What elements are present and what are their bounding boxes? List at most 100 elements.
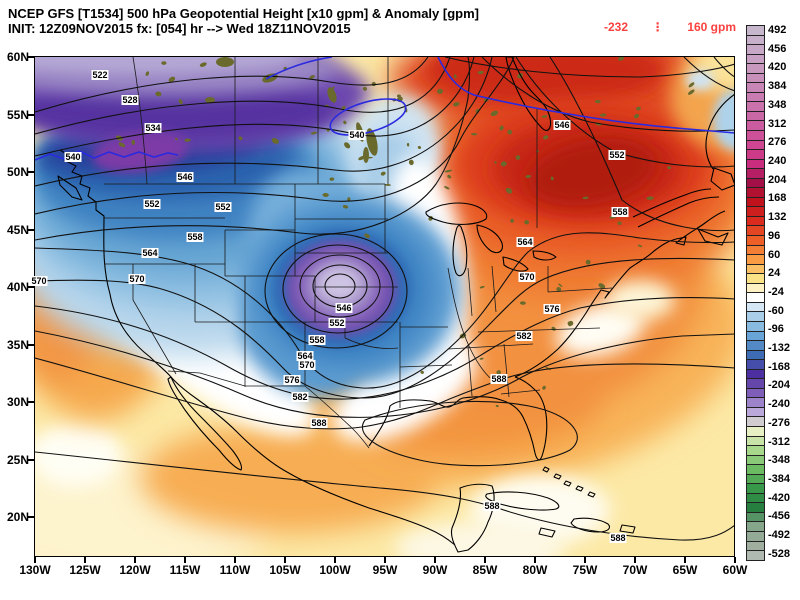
x-tick-mark <box>534 557 536 563</box>
terrain-speck <box>309 75 315 79</box>
colorbar-tick-label: -456 <box>768 510 791 523</box>
map-svg <box>35 57 735 557</box>
y-tick-mark <box>28 113 34 116</box>
colorbar-segment <box>747 178 764 189</box>
terrain-speck <box>687 89 695 95</box>
x-tick-mark <box>334 557 336 563</box>
terrain-speck <box>494 161 497 164</box>
colorbar-segment <box>747 274 764 284</box>
terrain-speck <box>688 82 695 88</box>
y-tick-mark <box>28 228 34 231</box>
colorbar-tick-label: -492 <box>768 529 791 542</box>
colorbar-tick-label: -240 <box>768 398 791 411</box>
colorbar-segment <box>747 92 764 103</box>
contour-value-label: 576 <box>543 304 561 314</box>
y-tick-mark <box>28 56 34 58</box>
x-tick-mark <box>284 557 286 563</box>
colorbar-tick-label: 96 <box>768 229 781 242</box>
colorbar-segment <box>747 255 764 265</box>
colorbar-segment <box>747 541 764 552</box>
terrain-speck <box>542 385 546 390</box>
y-tick-label: 45N <box>6 222 29 237</box>
colorbar-segment <box>747 426 764 437</box>
colorbar-segment <box>747 350 764 361</box>
x-tick-label: 100W <box>319 563 351 577</box>
colorbar-tick-label: 456 <box>768 42 787 55</box>
contour-value-label: 546 <box>176 172 194 182</box>
terrain-speck <box>636 106 641 111</box>
colorbar-tick-label: -60 <box>768 304 784 317</box>
terrain-speck <box>598 283 606 289</box>
colorbar-segment <box>747 159 764 170</box>
colorbar-segment <box>747 484 764 494</box>
terrain-speck <box>558 283 563 288</box>
y-tick-label: 35N <box>6 337 29 352</box>
geography-borders <box>104 57 613 449</box>
contour-value-label: 558 <box>611 207 629 217</box>
x-tick-mark <box>634 557 636 563</box>
colorbar-segment <box>747 407 764 418</box>
colorbar-tick-label: -528 <box>768 547 791 560</box>
x-tick-mark <box>34 557 36 563</box>
x-tick-label: 60W <box>722 563 748 577</box>
terrain-speck <box>447 174 452 179</box>
colorbar-segment <box>747 331 764 342</box>
colorbar-tick-label: 492 <box>768 24 787 36</box>
colorbar-tick-label: -312 <box>768 435 791 448</box>
contour-value-label: 540 <box>64 152 82 162</box>
colorbar-tick-label: 204 <box>768 173 787 186</box>
terrain-speck <box>507 129 513 135</box>
colorbar-segment <box>747 474 764 485</box>
contour-value-label: 582 <box>515 331 533 341</box>
terrain-speck <box>582 196 589 200</box>
x-tick-mark <box>84 557 86 563</box>
terrain-speck <box>406 142 410 147</box>
terrain-speck <box>118 142 126 148</box>
colorbar-segment <box>747 369 764 380</box>
contour-value-label: 564 <box>141 248 159 258</box>
terrain-speck <box>343 120 347 125</box>
colorbar-tick-label: -420 <box>768 491 791 504</box>
terrain-speck <box>362 86 367 91</box>
colorbar-tick-label: 132 <box>768 211 787 224</box>
colorbar-segment <box>747 551 764 560</box>
terrain-speck <box>618 57 625 61</box>
x-tick-mark <box>484 557 486 563</box>
contour-value-label: 552 <box>143 199 161 209</box>
colorbar-segment <box>747 312 764 322</box>
contour-value-label: 540 <box>348 130 366 140</box>
terrain-speck <box>637 244 643 248</box>
terrain-speck <box>499 125 504 131</box>
terrain-speck <box>347 197 351 202</box>
field-minmax-annotation: -232 ⋮ 160 gpm <box>604 20 736 34</box>
contour-value-label: 582 <box>291 392 309 402</box>
x-tick-mark <box>234 557 236 563</box>
terrain-speck <box>471 132 478 136</box>
terrain-speck <box>525 174 531 179</box>
x-tick-mark <box>434 557 436 563</box>
colorbar-segment <box>747 26 764 36</box>
colorbar-tick-label: 348 <box>768 98 787 111</box>
terrain-speck <box>417 145 422 149</box>
colorbar-segment <box>747 493 764 504</box>
y-tick-label: 25N <box>6 452 29 467</box>
colorbar-segment <box>747 293 764 303</box>
blue-540-contour <box>35 57 735 161</box>
contour-value-label: 552 <box>328 318 346 328</box>
terrain-speck <box>178 99 183 105</box>
terrain-speck <box>384 183 392 186</box>
colorbar-segment <box>747 73 764 84</box>
y-tick-mark <box>28 458 34 461</box>
colorbar-segment <box>747 64 764 74</box>
terrain-speck <box>594 100 601 104</box>
colorbar-tick-label: 240 <box>768 154 787 167</box>
terrain-speck <box>380 171 386 176</box>
colorbar-segment <box>747 140 764 151</box>
contour-value-label: 588 <box>609 533 627 543</box>
colorbar-segment <box>747 45 764 55</box>
field-max-value: 160 gpm <box>687 20 736 34</box>
terrain-speck <box>271 138 279 144</box>
x-tick-label: 125W <box>69 563 101 577</box>
minmax-separator-icon: ⋮ <box>651 20 664 34</box>
terrain-speck <box>444 186 450 190</box>
